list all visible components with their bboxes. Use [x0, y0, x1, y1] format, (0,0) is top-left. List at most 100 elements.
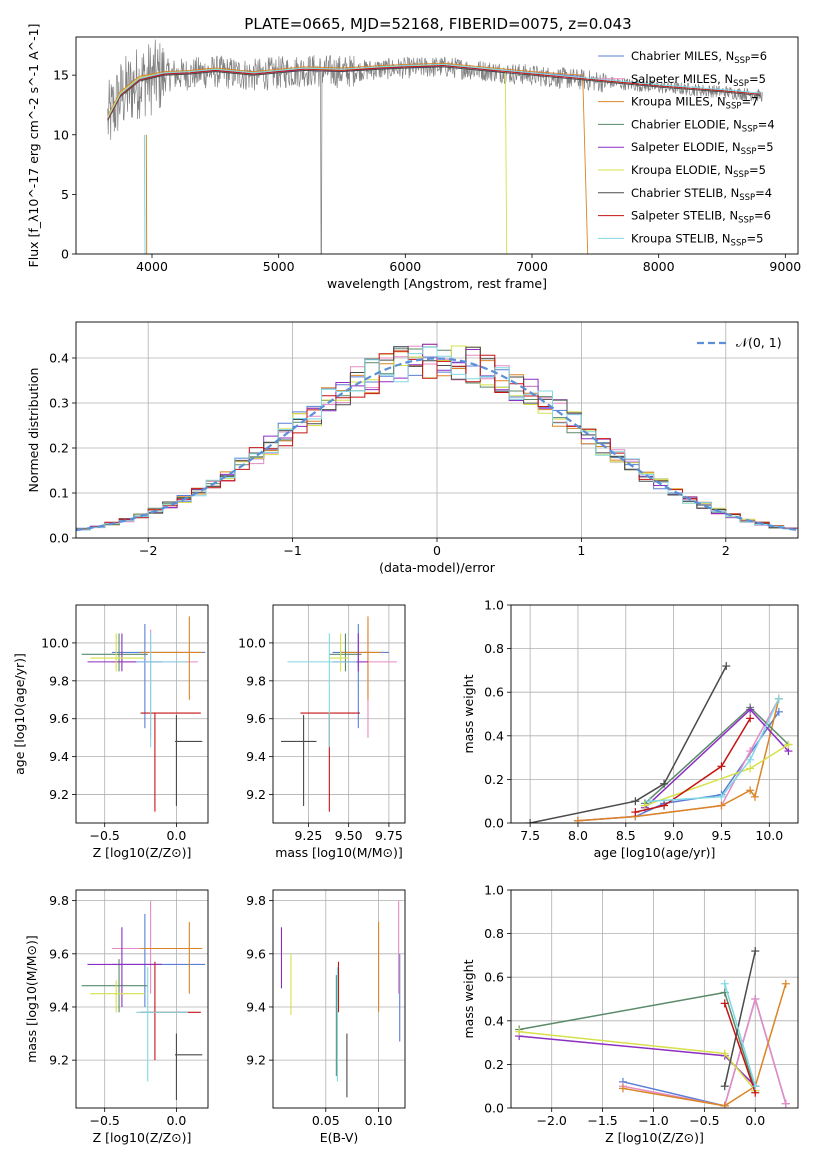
legend-entry: Salpeter ELODIE, NSSP=5: [631, 140, 774, 157]
y-tick-label: 9.6: [246, 946, 266, 961]
x-tick-label: 10.0: [755, 828, 783, 843]
y-tick-label: 0.2: [484, 1057, 504, 1072]
y-tick-label: 0.6: [484, 970, 504, 985]
legend-entry: Salpeter STELIB, NSSP=6: [631, 209, 771, 226]
y-tick-label: 0: [61, 247, 69, 262]
panel-mass-vs-ebv: 0.05 0.10 9.2 9.4 9.6 9.8 E(B-V): [246, 889, 406, 1145]
plot-area: [515, 947, 790, 1108]
axes-frame: [510, 889, 799, 1109]
panel-residuals: −2 −1 0 1 2 0.0 0.1 0.2 0.3 0.4 (data-model)/error…: [26, 321, 799, 575]
y-tick-label: 9.4: [49, 749, 69, 764]
dip-line: [143, 134, 146, 254]
x-axis-label: (data-model)/error: [379, 560, 496, 575]
series-line-6: [723, 950, 757, 1087]
y-tick-label: 15: [53, 68, 69, 83]
x-tick-label: 9.0: [664, 828, 684, 843]
y-tick-label: 9.6: [49, 946, 69, 961]
legend-entry: Chabrier ELODIE, NSSP=4: [631, 117, 775, 134]
y-tick-label: 0.6: [484, 685, 504, 700]
x-tick-label: 9.75: [375, 828, 403, 843]
y-tick-label: 9.2: [246, 1053, 266, 1068]
panel-mass-vs-z: −0.5 0.0 9.2 9.4 9.6 9.8 Z [log10(Z/Z⊙)] mass […: [24, 889, 209, 1145]
x-tick-label: 0.0: [166, 1113, 186, 1128]
model-line-5: [107, 63, 508, 254]
legend-subscript: SSP: [734, 56, 750, 66]
y-tick-label: 9.6: [246, 711, 266, 726]
x-tick-label: 8.0: [568, 828, 588, 843]
x-tick-label: 2: [722, 543, 730, 558]
y-tick-label: 9.2: [246, 787, 266, 802]
y-tick-label: 9.2: [49, 787, 69, 802]
y-tick-label: 9.8: [49, 673, 69, 688]
axes-frame: [272, 604, 406, 824]
legend-value: =4: [755, 186, 772, 200]
legend-value: =4: [758, 117, 775, 131]
legend-subscript: SSP: [741, 147, 757, 157]
legend-value: =5: [749, 163, 766, 177]
model-line-6: [107, 66, 761, 121]
x-axis-label: age [log10(age/yr)]: [594, 845, 716, 860]
x-tick-label: −2.0: [537, 1113, 567, 1128]
model-line-7: [107, 65, 761, 120]
legend-entry: Chabrier STELIB, NSSP=4: [631, 186, 772, 203]
x-tick-label: 0: [433, 543, 441, 558]
y-axis-label: Flux [f_λ10^-17 erg cm^-2 s^-1 A^-1]: [26, 24, 41, 268]
x-tick-label: 9000: [769, 259, 801, 274]
x-tick-label: 1: [577, 543, 585, 558]
y-tick-label: 9.8: [49, 893, 69, 908]
x-tick-label: 9.5: [712, 828, 732, 843]
x-tick-label: −0.5: [90, 828, 120, 843]
x-tick-label: −2: [139, 543, 157, 558]
model-line-8: [107, 63, 761, 119]
histogram-step-7: [76, 350, 798, 530]
panel-spectrum: 4000 5000 6000 7000 8000 9000 0 5 10 15 wavelength…: [26, 24, 801, 291]
legend-entry: Salpeter MILES, NSSP=5: [631, 72, 766, 89]
y-tick-label: 0.4: [49, 351, 69, 366]
x-tick-label: 7000: [516, 259, 548, 274]
model-line-2: [107, 62, 589, 254]
axes-frame: [75, 321, 799, 539]
y-tick-label: 9.2: [49, 1053, 69, 1068]
y-tick-label: 10.0: [41, 635, 69, 650]
legend-value: =5: [749, 72, 766, 86]
legend-subscript: SSP: [726, 102, 742, 112]
legend-subscript: SSP: [733, 170, 749, 180]
y-tick-label: 1.0: [484, 598, 504, 613]
panel-age-vs-mass: 9.25 9.50 9.75 9.2 9.4 9.6 9.8 10.0 mass [log10(…: [238, 604, 406, 860]
legend-value: =5: [757, 140, 774, 154]
legend-subscript: SSP: [731, 238, 747, 248]
axes-frame: [75, 889, 209, 1109]
panel-massweight-vs-age: 7.5 8.0 8.5 9.0 9.5 10.0 0.0 0.2 0.4 0.6 0.8 1.0 age…: [461, 598, 799, 860]
x-axis-label: mass [log10(M/M⊙)]: [275, 845, 403, 860]
legend-entry: Chabrier MILES, NSSP=6: [631, 49, 767, 66]
panel-massweight-vs-z: −2.0 −1.5 −1.0 −0.5 0.0 0.0 0.2 0.4 0.6 0.8 1.0 Z […: [461, 883, 799, 1145]
x-axis-label: E(B-V): [320, 1130, 359, 1145]
x-axis-label: Z [log10(Z/Z⊙)]: [93, 845, 192, 860]
plot-area: [81, 616, 206, 812]
x-tick-label: 8.5: [616, 828, 636, 843]
axes-frame: [510, 604, 799, 824]
y-tick-label: 0.0: [484, 1101, 504, 1116]
series-line-8: [723, 983, 757, 1087]
x-axis-label: Z [log10(Z/Z⊙)]: [93, 1130, 192, 1145]
x-tick-label: 9.50: [335, 828, 363, 843]
y-tick-label: 0.4: [484, 1013, 504, 1028]
x-tick-label: 0.0: [745, 1113, 765, 1128]
histogram-step-8: [76, 346, 798, 531]
plot-area: [107, 39, 763, 254]
plot-area: [76, 343, 798, 532]
x-tick-label: 6000: [389, 259, 421, 274]
y-tick-label: 1.0: [484, 883, 504, 898]
axes-frame: [75, 604, 209, 824]
axes-frame: [272, 889, 406, 1109]
gaussian-curve: [76, 357, 798, 532]
legend-subscript: SSP: [739, 193, 755, 203]
y-tick-label: 9.8: [246, 893, 266, 908]
series-line-8: [649, 698, 780, 802]
panel-age-vs-z: −0.5 0.0 9.2 9.4 9.6 9.8 10.0 Z [log10(Z/Z⊙)] ag…: [12, 604, 209, 860]
legend-value: =6: [754, 209, 771, 223]
y-tick-label: 0.0: [484, 816, 504, 831]
y-axis-label: mass weight: [461, 674, 476, 753]
legend-subscript: SSP: [738, 216, 754, 226]
